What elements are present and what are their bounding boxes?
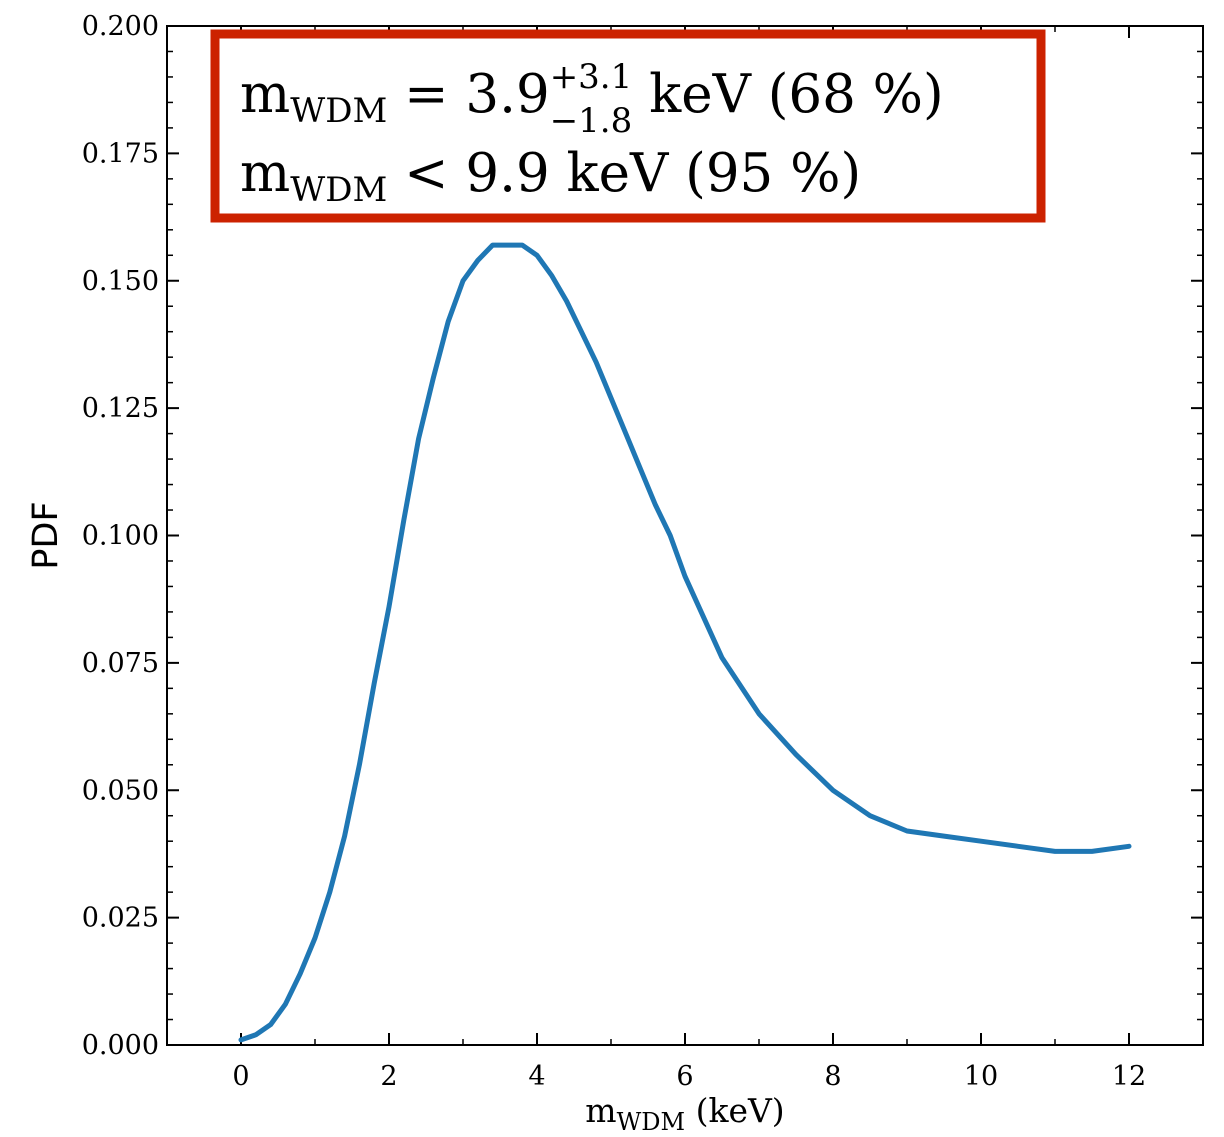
x-tick-label: 4 <box>528 1061 545 1092</box>
y-tick-label: 0.200 <box>82 11 159 42</box>
y-tick-label: 0.100 <box>82 521 159 552</box>
series-line <box>238 242 1132 1043</box>
plot-frame <box>166 25 1204 1046</box>
annotation-box: mWDM = 3.9+3.1 −1.8 keV (68 %) mWDM < 9.9… <box>210 29 1046 223</box>
y-tick-label: 0.050 <box>82 775 159 806</box>
x-axis-title-rest: (keV) <box>685 1091 785 1130</box>
y-tick-label: 0.025 <box>82 903 159 934</box>
anno1-eq: = 3.9 <box>387 64 549 125</box>
x-tick-label: 10 <box>964 1061 998 1092</box>
annotation-line-2: mWDM < 9.9 keV (95 %) <box>240 143 861 210</box>
anno1-m: m <box>240 64 290 125</box>
annotation-line-1: mWDM = 3.9+3.1 −1.8 keV (68 %) <box>240 57 944 141</box>
tick-labels: 0 2 4 6 8 10 12 0.000 0.025 0.050 0.075 0.100 0.125 0… <box>82 11 1146 1092</box>
x-tick-label: 2 <box>380 1061 397 1092</box>
anno2-m: m <box>240 143 290 204</box>
x-axis-title-sub: WDM <box>617 1108 685 1136</box>
annotation-border <box>210 29 1046 223</box>
anno1-lower: −1.8 <box>550 101 633 141</box>
x-tick-label: 6 <box>676 1061 693 1092</box>
x-tick-label: 12 <box>1112 1061 1146 1092</box>
y-tick-label: 0.000 <box>82 1030 159 1061</box>
y-tick-label: 0.075 <box>82 648 159 679</box>
anno2-rest: < 9.9 keV (95 %) <box>387 143 861 204</box>
x-tick-label: 0 <box>232 1061 249 1092</box>
anno1-rest: keV (68 %) <box>632 64 943 125</box>
x-axis-title: mWDM (keV) <box>585 1091 784 1136</box>
x-axis-title-m: m <box>585 1091 616 1130</box>
y-tick-label: 0.125 <box>82 393 159 424</box>
y-tick-label: 0.175 <box>82 138 159 169</box>
anno1-sup: +3.1 <box>550 57 633 97</box>
y-tick-label: 0.150 <box>82 266 159 297</box>
x-tick-label: 8 <box>824 1061 841 1092</box>
y-axis-title: PDF <box>26 501 66 569</box>
anno1-sub: WDM <box>290 91 387 131</box>
anno2-sub: WDM <box>290 170 387 210</box>
